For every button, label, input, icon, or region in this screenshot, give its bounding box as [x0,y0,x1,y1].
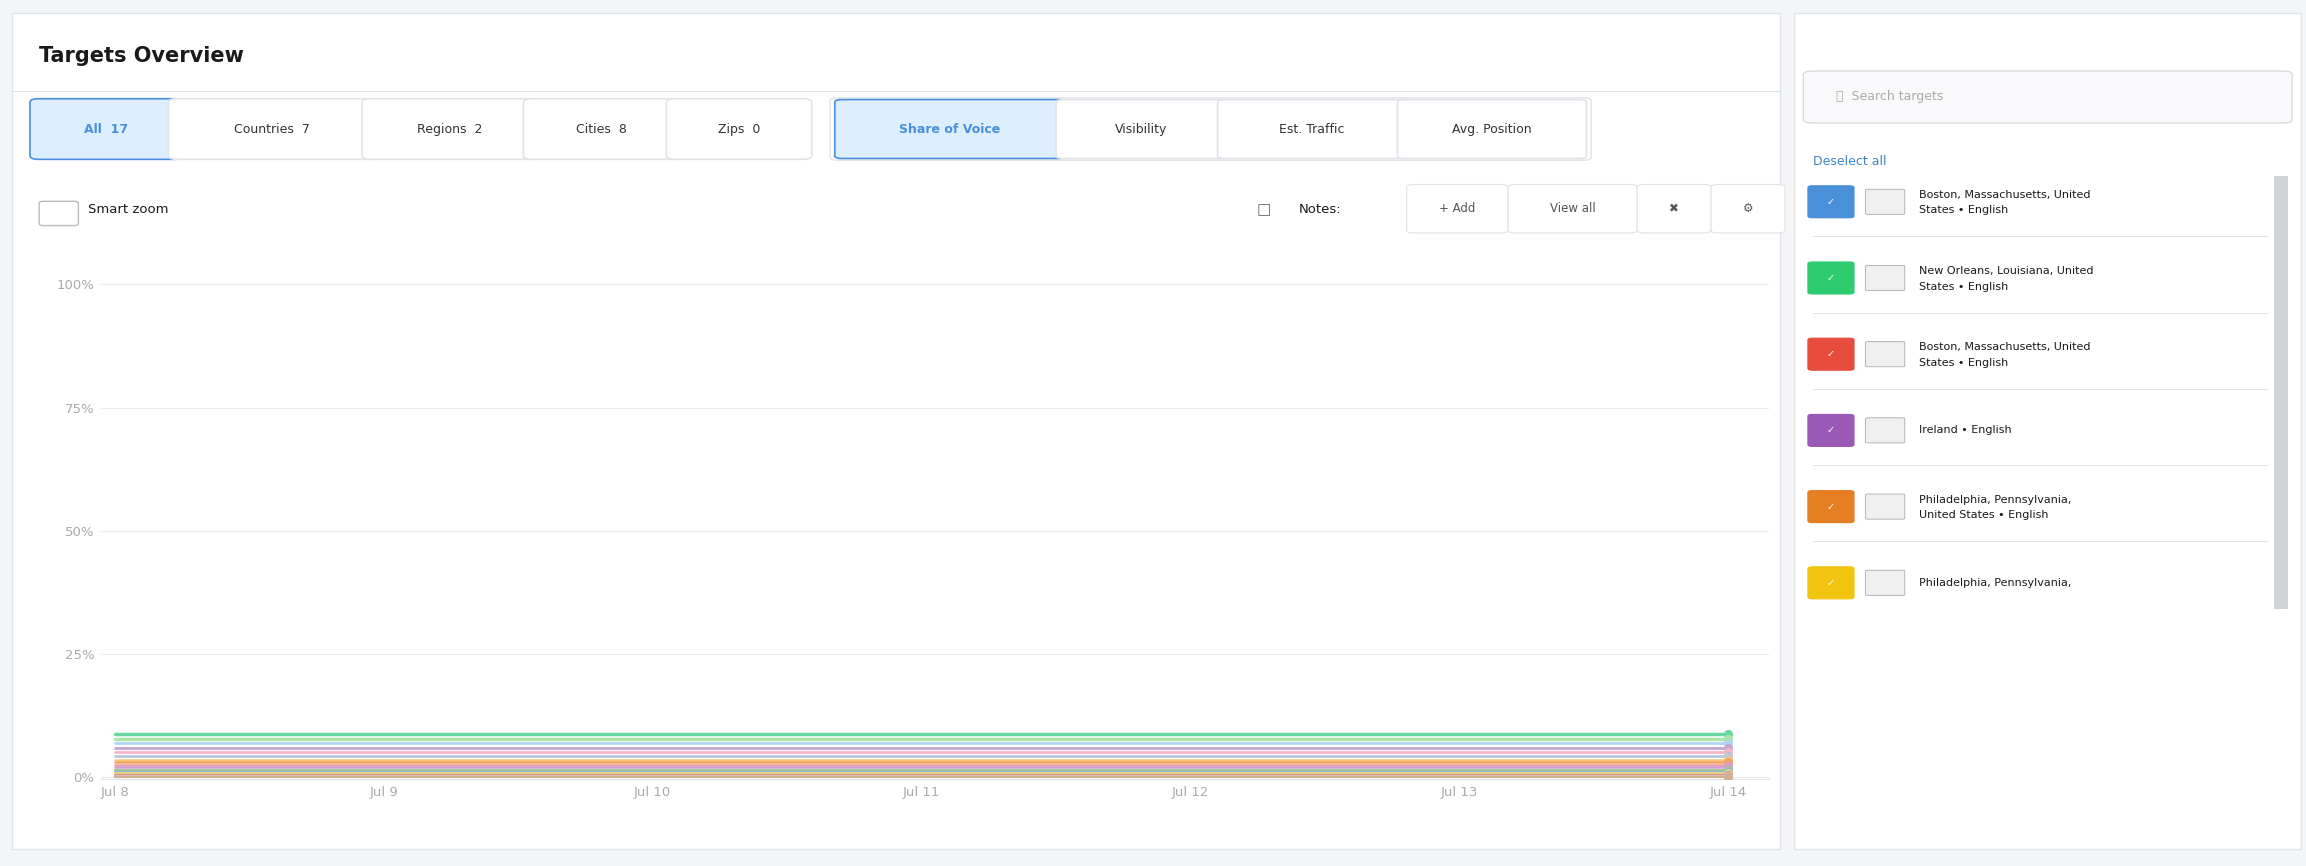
Text: Share of Voice: Share of Voice [899,122,1001,136]
Text: Zips  0: Zips 0 [717,122,761,136]
Text: United States • English: United States • English [1919,510,2048,520]
Text: + Add: + Add [1439,202,1476,216]
Text: 🔍  Search targets: 🔍 Search targets [1836,90,1944,104]
Text: ✓: ✓ [1826,501,1836,512]
Text: Regions  2: Regions 2 [417,122,482,136]
Text: Boston, Massachusetts, United: Boston, Massachusetts, United [1919,342,2089,352]
Text: States • English: States • English [1919,205,2009,216]
Text: ⚙: ⚙ [1743,202,1753,216]
Text: ✓: ✓ [1826,273,1836,283]
Text: ✓: ✓ [1826,578,1836,588]
Text: Visibility: Visibility [1116,122,1167,136]
Text: New Orleans, Louisiana, United: New Orleans, Louisiana, United [1919,266,2094,276]
Text: ✓: ✓ [1826,349,1836,359]
Text: Cities  8: Cities 8 [576,122,627,136]
Text: ✖: ✖ [1670,202,1679,216]
Text: States • English: States • English [1919,358,2009,368]
Text: Est. Traffic: Est. Traffic [1280,122,1344,136]
Text: Boston, Massachusetts, United: Boston, Massachusetts, United [1919,190,2089,200]
Text: Notes:: Notes: [1298,203,1340,216]
Text: Ireland • English: Ireland • English [1919,425,2011,436]
Text: Countries  7: Countries 7 [235,122,309,136]
Text: View all: View all [1550,202,1596,216]
Text: Avg. Position: Avg. Position [1453,122,1531,136]
Text: ✓: ✓ [1826,197,1836,207]
Text: States • English: States • English [1919,281,2009,292]
Text: Targets Overview: Targets Overview [39,46,244,67]
Text: Philadelphia, Pennsylvania,: Philadelphia, Pennsylvania, [1919,494,2071,505]
Text: Smart zoom: Smart zoom [88,203,168,216]
Text: ✓: ✓ [1826,425,1836,436]
Text: □: □ [1257,202,1271,217]
Text: Philadelphia, Pennsylvania,: Philadelphia, Pennsylvania, [1919,578,2071,588]
Text: All  17: All 17 [83,122,129,136]
Text: Deselect all: Deselect all [1813,154,1886,168]
